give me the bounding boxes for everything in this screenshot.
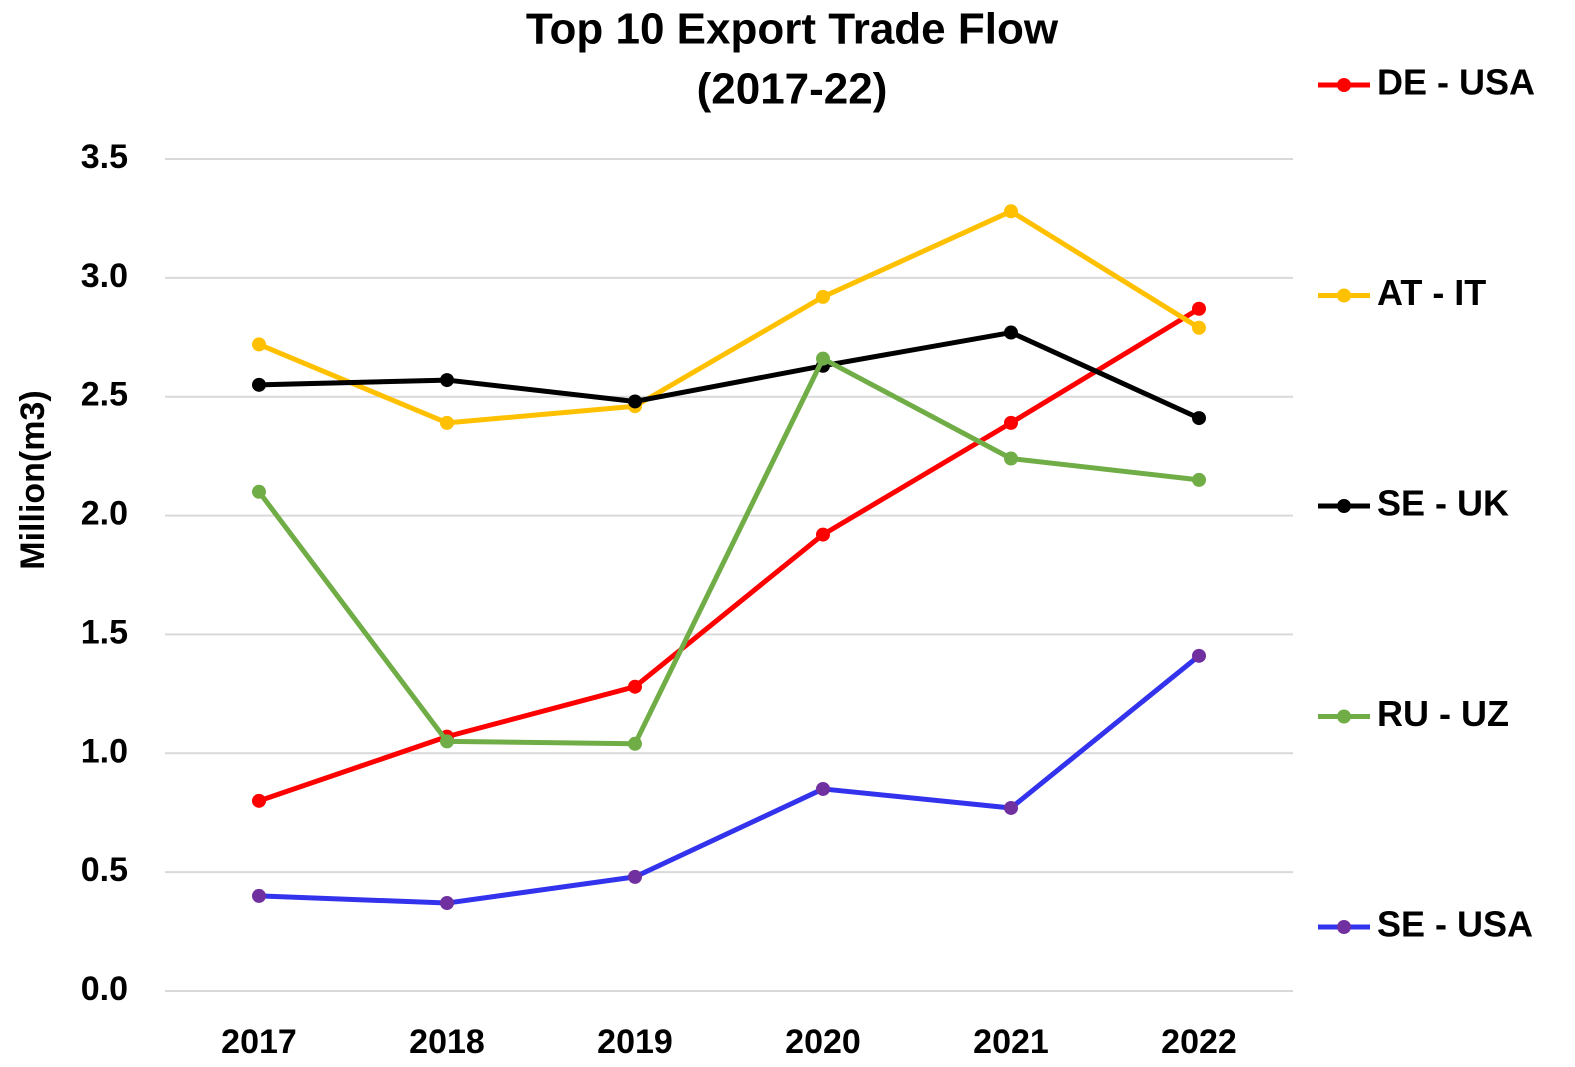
y-tick-label: 3.5 bbox=[81, 138, 128, 176]
legend-marker bbox=[1337, 709, 1351, 724]
data-point bbox=[252, 484, 266, 499]
series-line bbox=[258, 653, 1201, 906]
data-point bbox=[628, 736, 642, 751]
legend-marker bbox=[1337, 920, 1351, 934]
y-axis-label: Million(m3) bbox=[14, 390, 52, 569]
series-line bbox=[257, 356, 1200, 747]
data-point bbox=[1004, 204, 1018, 219]
legend-label: SE - UK bbox=[1377, 483, 1509, 524]
data-point bbox=[440, 896, 454, 911]
data-point bbox=[816, 289, 830, 304]
data-point bbox=[1192, 320, 1206, 335]
x-tick-label: 2019 bbox=[597, 1023, 673, 1061]
legend-marker bbox=[1337, 288, 1351, 303]
chart-title: (2017-22) bbox=[697, 65, 888, 114]
legend-marker bbox=[1337, 78, 1351, 92]
data-point bbox=[440, 373, 454, 388]
data-point bbox=[252, 793, 266, 808]
y-tick-label: 1.0 bbox=[81, 732, 128, 770]
data-point bbox=[1004, 325, 1018, 340]
y-tick-label: 0.5 bbox=[81, 851, 128, 889]
data-point bbox=[1192, 648, 1206, 663]
data-point bbox=[440, 415, 454, 430]
data-point bbox=[1192, 301, 1206, 316]
data-point bbox=[252, 888, 266, 903]
chart-title: Top 10 Export Trade Flow bbox=[526, 5, 1059, 54]
data-point bbox=[252, 337, 266, 352]
data-point bbox=[1004, 800, 1018, 815]
series-line bbox=[258, 208, 1201, 426]
data-point bbox=[816, 351, 830, 366]
y-tick-label: 3.0 bbox=[81, 257, 128, 295]
x-tick-label: 2018 bbox=[409, 1023, 485, 1061]
data-point bbox=[440, 734, 454, 749]
x-tick-label: 2017 bbox=[221, 1023, 297, 1061]
y-tick-label: 2.5 bbox=[81, 376, 128, 414]
data-point bbox=[1004, 451, 1018, 466]
data-point bbox=[252, 377, 266, 392]
legend-label: RU - UZ bbox=[1377, 693, 1509, 734]
data-point bbox=[1192, 411, 1206, 426]
data-point bbox=[628, 869, 642, 884]
data-point bbox=[816, 781, 830, 796]
y-tick-label: 0.0 bbox=[81, 970, 128, 1008]
y-tick-label: 1.5 bbox=[81, 613, 128, 651]
legend-marker bbox=[1337, 499, 1351, 513]
data-point bbox=[1004, 415, 1018, 430]
x-tick-label: 2021 bbox=[973, 1023, 1049, 1061]
data-point bbox=[816, 527, 830, 542]
series-line bbox=[258, 330, 1201, 421]
legend-label: DE - USA bbox=[1377, 62, 1535, 103]
legend-label: SE - USA bbox=[1377, 904, 1533, 945]
data-point bbox=[1192, 472, 1206, 487]
y-tick-label: 2.0 bbox=[81, 495, 128, 533]
data-point bbox=[628, 394, 642, 409]
legend-label: AT - IT bbox=[1377, 272, 1486, 313]
data-point bbox=[628, 679, 642, 694]
x-tick-label: 2020 bbox=[785, 1023, 861, 1061]
x-tick-label: 2022 bbox=[1161, 1023, 1237, 1061]
series-line bbox=[258, 306, 1201, 804]
